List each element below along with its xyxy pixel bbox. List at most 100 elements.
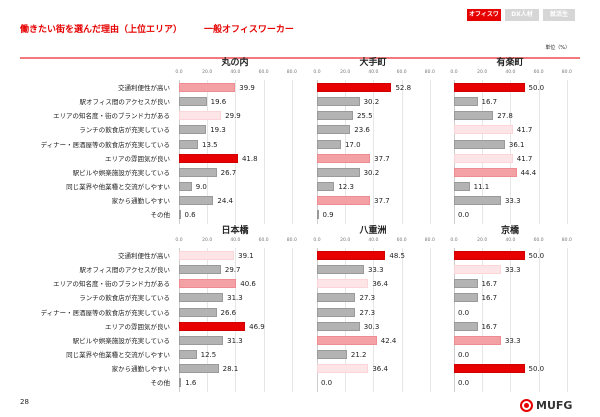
tab-0[interactable]: オフィスワーカー [467, 9, 501, 30]
axis-tick-label: 60.0 [533, 238, 544, 243]
bar-有楽町 [454, 167, 517, 177]
bar-有楽町 [454, 111, 494, 121]
axis-tick-label: 80.0 [561, 70, 572, 75]
bar-丸の内 [179, 97, 207, 107]
value-label: 12.3 [338, 183, 354, 192]
bar-京橋 [454, 293, 478, 303]
tab-1[interactable]: DX人材 [505, 9, 539, 21]
category-label: 交通利便性が高い [118, 84, 170, 92]
axis-tick-label: 60.0 [258, 238, 269, 243]
value-label: 0.0 [458, 211, 470, 220]
panel-title: 日本橋 [221, 226, 249, 236]
tab-2[interactable]: 就活生 [543, 9, 575, 21]
gridline [454, 80, 455, 224]
gridline [317, 248, 318, 392]
axis-tick-label: 20.0 [202, 70, 213, 75]
category-label: 同じ業界や他業種と交流がしやすい [66, 183, 170, 192]
bar-大手町 [317, 125, 351, 135]
bar-日本橋 [179, 335, 224, 345]
value-label: 36.4 [372, 280, 388, 289]
panel-title: 丸の内 [221, 58, 249, 68]
mufg-logo: MUFG [520, 399, 572, 412]
bar-大手町 [317, 196, 371, 206]
value-label: 29.9 [225, 112, 241, 121]
value-label: 33.3 [504, 266, 521, 275]
gridline [235, 248, 237, 392]
axis-tick-label: 40.0 [368, 70, 379, 75]
gridline [429, 248, 431, 392]
value-label: 52.8 [395, 84, 412, 92]
value-label: 33.3 [504, 336, 521, 345]
bar-八重洲 [317, 335, 377, 345]
bar-八重洲 [317, 350, 347, 360]
category-label: 家から通勤しやすい [111, 365, 170, 374]
value-label: 36.1 [508, 140, 525, 149]
value-label: 41.8 [241, 154, 258, 163]
bar-丸の内 [179, 210, 181, 220]
category-label: エリアの雰囲気が良い [105, 154, 170, 163]
gridline [291, 80, 293, 224]
axis-tick-label: 0.0 [313, 70, 321, 75]
bar-日本橋 [179, 378, 182, 388]
value-label: 0.0 [321, 379, 333, 388]
axis-tick-label: 80.0 [424, 70, 435, 75]
value-label: 27.3 [359, 308, 376, 317]
gridline [263, 248, 265, 392]
gridline [482, 248, 484, 392]
logo-mark-icon [520, 399, 533, 412]
category-label: 駅オフィス間のアクセスが良い [79, 266, 170, 275]
value-label: 23.6 [354, 126, 370, 135]
category-label: エリアの雰囲気が良い [105, 322, 170, 331]
gridline [317, 80, 318, 224]
value-label: 0.0 [458, 379, 470, 388]
axis-tick-label: 20.0 [340, 238, 351, 243]
value-label: 0.0 [458, 351, 470, 360]
axis-tick-label: 0.0 [175, 70, 183, 75]
bar-大手町 [317, 153, 371, 163]
gridline [345, 80, 347, 224]
axis-tick-label: 60.0 [533, 70, 544, 75]
gridline [538, 248, 540, 392]
axis-tick-label: 40.0 [505, 238, 516, 243]
axis-tick-label: 60.0 [396, 70, 407, 75]
gridline [482, 80, 484, 224]
axis-tick-label: 40.0 [368, 238, 379, 243]
bar-八重洲 [317, 279, 369, 289]
bar-京橋 [454, 335, 501, 345]
bar-有楽町 [454, 196, 501, 206]
value-label: 44.4 [520, 168, 537, 177]
axis-tick-label: 60.0 [396, 238, 407, 243]
value-label: 0.0 [458, 308, 470, 317]
gridline [429, 80, 431, 224]
category-label: ランチの飲食店が充実している [79, 126, 170, 135]
axis-tick-label: 80.0 [286, 238, 297, 243]
bar-大手町 [317, 167, 360, 177]
bar-八重洲 [317, 293, 356, 303]
value-label: 46.9 [249, 322, 265, 331]
axis-tick-label: 40.0 [505, 70, 516, 75]
category-label: ディナー・居酒屋等の飲食店が充実している [40, 308, 170, 317]
gridline [373, 248, 375, 392]
axis-tick-label: 80.0 [424, 238, 435, 243]
axis-tick-label: 20.0 [477, 238, 488, 243]
category-label: ランチの飲食店が充実している [79, 294, 170, 303]
axis-tick-label: 60.0 [258, 70, 269, 75]
gridline [291, 248, 293, 392]
value-label: 26.7 [220, 168, 237, 177]
value-label: 50.0 [528, 365, 545, 374]
bar-丸の内 [179, 83, 236, 92]
gridline [179, 248, 180, 392]
bar-有楽町 [454, 125, 513, 135]
bar-丸の内 [179, 139, 199, 149]
panel-title: 八重洲 [359, 226, 387, 236]
category-label: 駅ビルや娯楽施設が充実している [72, 168, 170, 177]
value-label: 48.5 [389, 252, 405, 260]
category-label: 駅オフィス間のアクセスが良い [79, 98, 170, 107]
value-label: 21.2 [350, 351, 367, 360]
bar-大手町 [317, 210, 319, 220]
value-label: 9.0 [195, 183, 207, 192]
bar-丸の内 [179, 153, 238, 163]
subtitle-text: 一般オフィスワーカー [204, 25, 294, 35]
value-label: 30.2 [363, 98, 380, 107]
category-label: 駅ビルや娯楽施設が充実している [72, 336, 170, 345]
